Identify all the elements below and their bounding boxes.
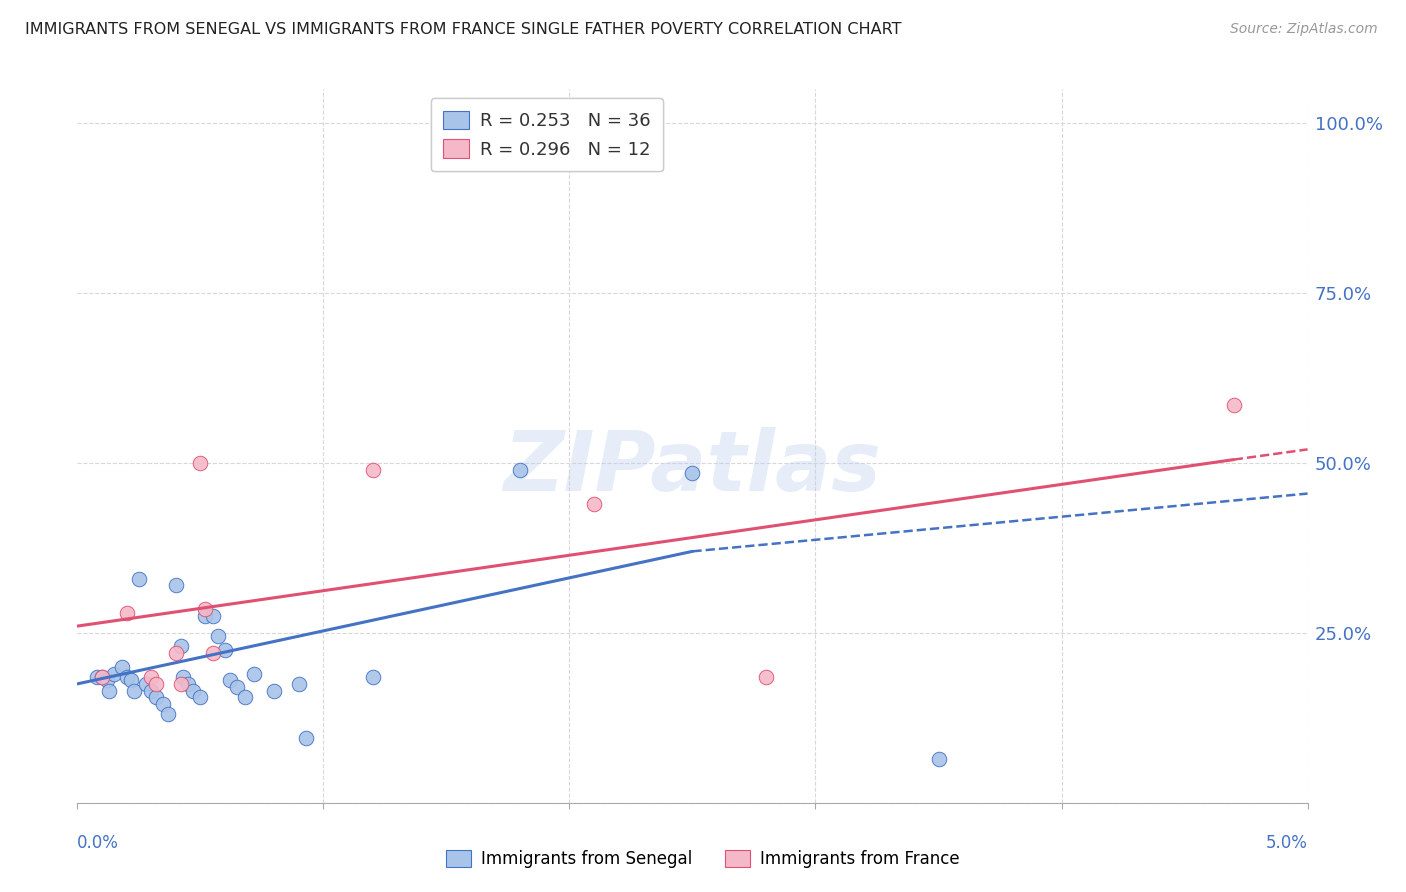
Point — [90, 670, 114, 684]
Point — [194, 608, 217, 623]
Point — [165, 646, 187, 660]
Point — [170, 640, 193, 654]
Point — [214, 643, 236, 657]
Point — [115, 670, 138, 684]
Point — [181, 683, 204, 698]
Point — [141, 683, 163, 698]
Point — [226, 680, 249, 694]
Point — [509, 463, 531, 477]
Point — [111, 660, 132, 674]
Point — [145, 690, 167, 705]
Point — [682, 466, 704, 480]
Point — [288, 677, 311, 691]
Text: IMMIGRANTS FROM SENEGAL VS IMMIGRANTS FROM FRANCE SINGLE FATHER POVERTY CORRELAT: IMMIGRANTS FROM SENEGAL VS IMMIGRANTS FR… — [25, 22, 901, 37]
Point — [194, 602, 217, 616]
Point — [90, 670, 114, 684]
Point — [583, 497, 606, 511]
Point — [263, 683, 285, 698]
Point — [233, 690, 256, 705]
Point — [152, 698, 174, 712]
Point — [361, 463, 384, 477]
Point — [243, 666, 266, 681]
Point — [928, 751, 950, 765]
Point — [96, 673, 118, 688]
Legend: Immigrants from Senegal, Immigrants from France: Immigrants from Senegal, Immigrants from… — [439, 843, 967, 875]
Text: 5.0%: 5.0% — [1265, 834, 1308, 852]
Legend: R = 0.253   N = 36, R = 0.296   N = 12: R = 0.253 N = 36, R = 0.296 N = 12 — [430, 98, 662, 171]
Point — [177, 677, 200, 691]
Text: Source: ZipAtlas.com: Source: ZipAtlas.com — [1230, 22, 1378, 37]
Point — [115, 606, 138, 620]
Text: ZIPatlas: ZIPatlas — [503, 427, 882, 508]
Point — [135, 677, 157, 691]
Point — [141, 670, 163, 684]
Point — [201, 608, 224, 623]
Point — [172, 670, 194, 684]
Point — [201, 646, 224, 660]
Point — [128, 572, 150, 586]
Text: 0.0%: 0.0% — [77, 834, 120, 852]
Point — [755, 670, 778, 684]
Point — [98, 683, 121, 698]
Point — [219, 673, 242, 688]
Point — [170, 677, 193, 691]
Point — [145, 677, 167, 691]
Point — [157, 707, 180, 722]
Point — [1223, 398, 1246, 412]
Point — [295, 731, 318, 746]
Point — [361, 670, 384, 684]
Point — [207, 629, 229, 643]
Point — [165, 578, 187, 592]
Point — [86, 670, 108, 684]
Point — [190, 690, 212, 705]
Point — [122, 683, 145, 698]
Point — [190, 456, 212, 470]
Point — [121, 673, 143, 688]
Point — [103, 666, 125, 681]
